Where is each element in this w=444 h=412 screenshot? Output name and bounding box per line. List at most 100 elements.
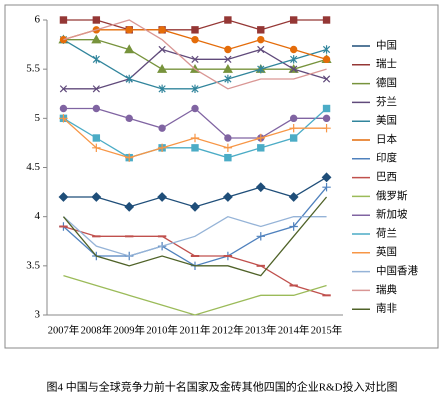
point bbox=[224, 74, 232, 84]
point bbox=[322, 45, 331, 54]
point bbox=[289, 45, 298, 54]
point bbox=[158, 84, 166, 94]
point bbox=[289, 222, 298, 231]
point bbox=[257, 35, 265, 44]
legend-label: 俄罗斯 bbox=[376, 189, 408, 202]
point bbox=[322, 75, 331, 83]
x-tick-label: 2014年 bbox=[278, 323, 310, 336]
point bbox=[222, 63, 233, 73]
point bbox=[190, 133, 200, 143]
legend-label: 荷兰 bbox=[376, 226, 397, 239]
point bbox=[289, 114, 298, 123]
point bbox=[92, 104, 101, 113]
point bbox=[92, 16, 101, 24]
point bbox=[321, 172, 332, 183]
point bbox=[322, 55, 331, 64]
point bbox=[59, 104, 68, 113]
caption: 图4 中国与全球竞争力前十名国家及金砖其他四国的企业R&D投入对比图 bbox=[46, 380, 397, 394]
x-tick-label: 2007年 bbox=[48, 323, 80, 336]
point bbox=[289, 16, 298, 24]
point bbox=[257, 45, 265, 54]
point bbox=[290, 55, 298, 64]
legend-label: 南非 bbox=[376, 302, 397, 315]
point bbox=[157, 63, 168, 73]
y-tick-label: 5.5 bbox=[26, 63, 40, 75]
point bbox=[58, 192, 69, 202]
point bbox=[322, 104, 331, 113]
point bbox=[91, 192, 102, 202]
point bbox=[223, 143, 233, 153]
series-line bbox=[63, 19, 327, 90]
point bbox=[224, 55, 232, 63]
point bbox=[191, 55, 199, 63]
point bbox=[288, 192, 299, 202]
y-tick-label: 6 bbox=[35, 14, 41, 26]
x-tick-label: 2008年 bbox=[81, 323, 113, 336]
legend-label: 中国 bbox=[376, 38, 397, 51]
chart-border bbox=[4, 4, 439, 349]
point bbox=[92, 134, 101, 142]
point bbox=[125, 74, 133, 84]
x-tick-label: 2011年 bbox=[179, 323, 210, 336]
point bbox=[158, 124, 166, 132]
point bbox=[59, 85, 68, 93]
point bbox=[257, 144, 265, 152]
series-line bbox=[63, 107, 327, 139]
point bbox=[59, 114, 68, 123]
point bbox=[256, 133, 265, 143]
x-tick-label: 2013年 bbox=[245, 323, 277, 336]
point bbox=[257, 64, 265, 74]
y-tick-label: 3 bbox=[35, 309, 41, 321]
point bbox=[92, 55, 100, 64]
point bbox=[92, 85, 100, 93]
legend-label: 巴西 bbox=[376, 171, 397, 183]
point bbox=[289, 134, 298, 142]
point bbox=[191, 84, 199, 94]
point bbox=[322, 16, 331, 24]
x-tick-label: 2015年 bbox=[311, 323, 343, 336]
point bbox=[322, 182, 331, 192]
point bbox=[124, 44, 135, 54]
legend-label: 瑞典 bbox=[376, 283, 397, 296]
legend-label: 美国 bbox=[376, 114, 397, 127]
point bbox=[125, 114, 133, 123]
point bbox=[224, 153, 232, 162]
y-tick-label: 4 bbox=[35, 210, 41, 222]
series-line bbox=[63, 215, 327, 257]
y-tick-label: 3.5 bbox=[26, 259, 40, 271]
legend-label: 瑞士 bbox=[376, 57, 397, 70]
point bbox=[92, 143, 101, 153]
point bbox=[157, 192, 168, 202]
point bbox=[222, 192, 233, 202]
point bbox=[290, 65, 298, 73]
point bbox=[257, 26, 265, 34]
point bbox=[91, 34, 102, 44]
point bbox=[322, 114, 331, 123]
y-tick-label: 5 bbox=[35, 112, 41, 124]
point bbox=[124, 201, 135, 212]
legend-label: 日本 bbox=[376, 132, 397, 145]
legend-label: 新加坡 bbox=[376, 208, 408, 221]
point bbox=[191, 144, 199, 152]
point bbox=[158, 26, 166, 34]
series-line bbox=[62, 196, 328, 277]
point bbox=[191, 26, 199, 34]
y-tick-label: 4.5 bbox=[26, 161, 40, 173]
point bbox=[255, 182, 266, 193]
point bbox=[190, 201, 200, 212]
x-tick-label: 2012年 bbox=[212, 323, 244, 336]
point bbox=[224, 134, 232, 142]
legend-label: 英国 bbox=[376, 245, 397, 258]
point bbox=[59, 16, 68, 24]
point bbox=[158, 45, 166, 54]
point bbox=[191, 104, 199, 113]
series-line bbox=[63, 275, 327, 316]
legend-label: 印度 bbox=[376, 151, 397, 164]
point bbox=[289, 123, 298, 133]
legend-label: 芬兰 bbox=[376, 95, 397, 108]
point bbox=[125, 153, 134, 162]
series-line bbox=[63, 29, 327, 60]
point bbox=[224, 16, 232, 24]
point bbox=[224, 45, 232, 54]
